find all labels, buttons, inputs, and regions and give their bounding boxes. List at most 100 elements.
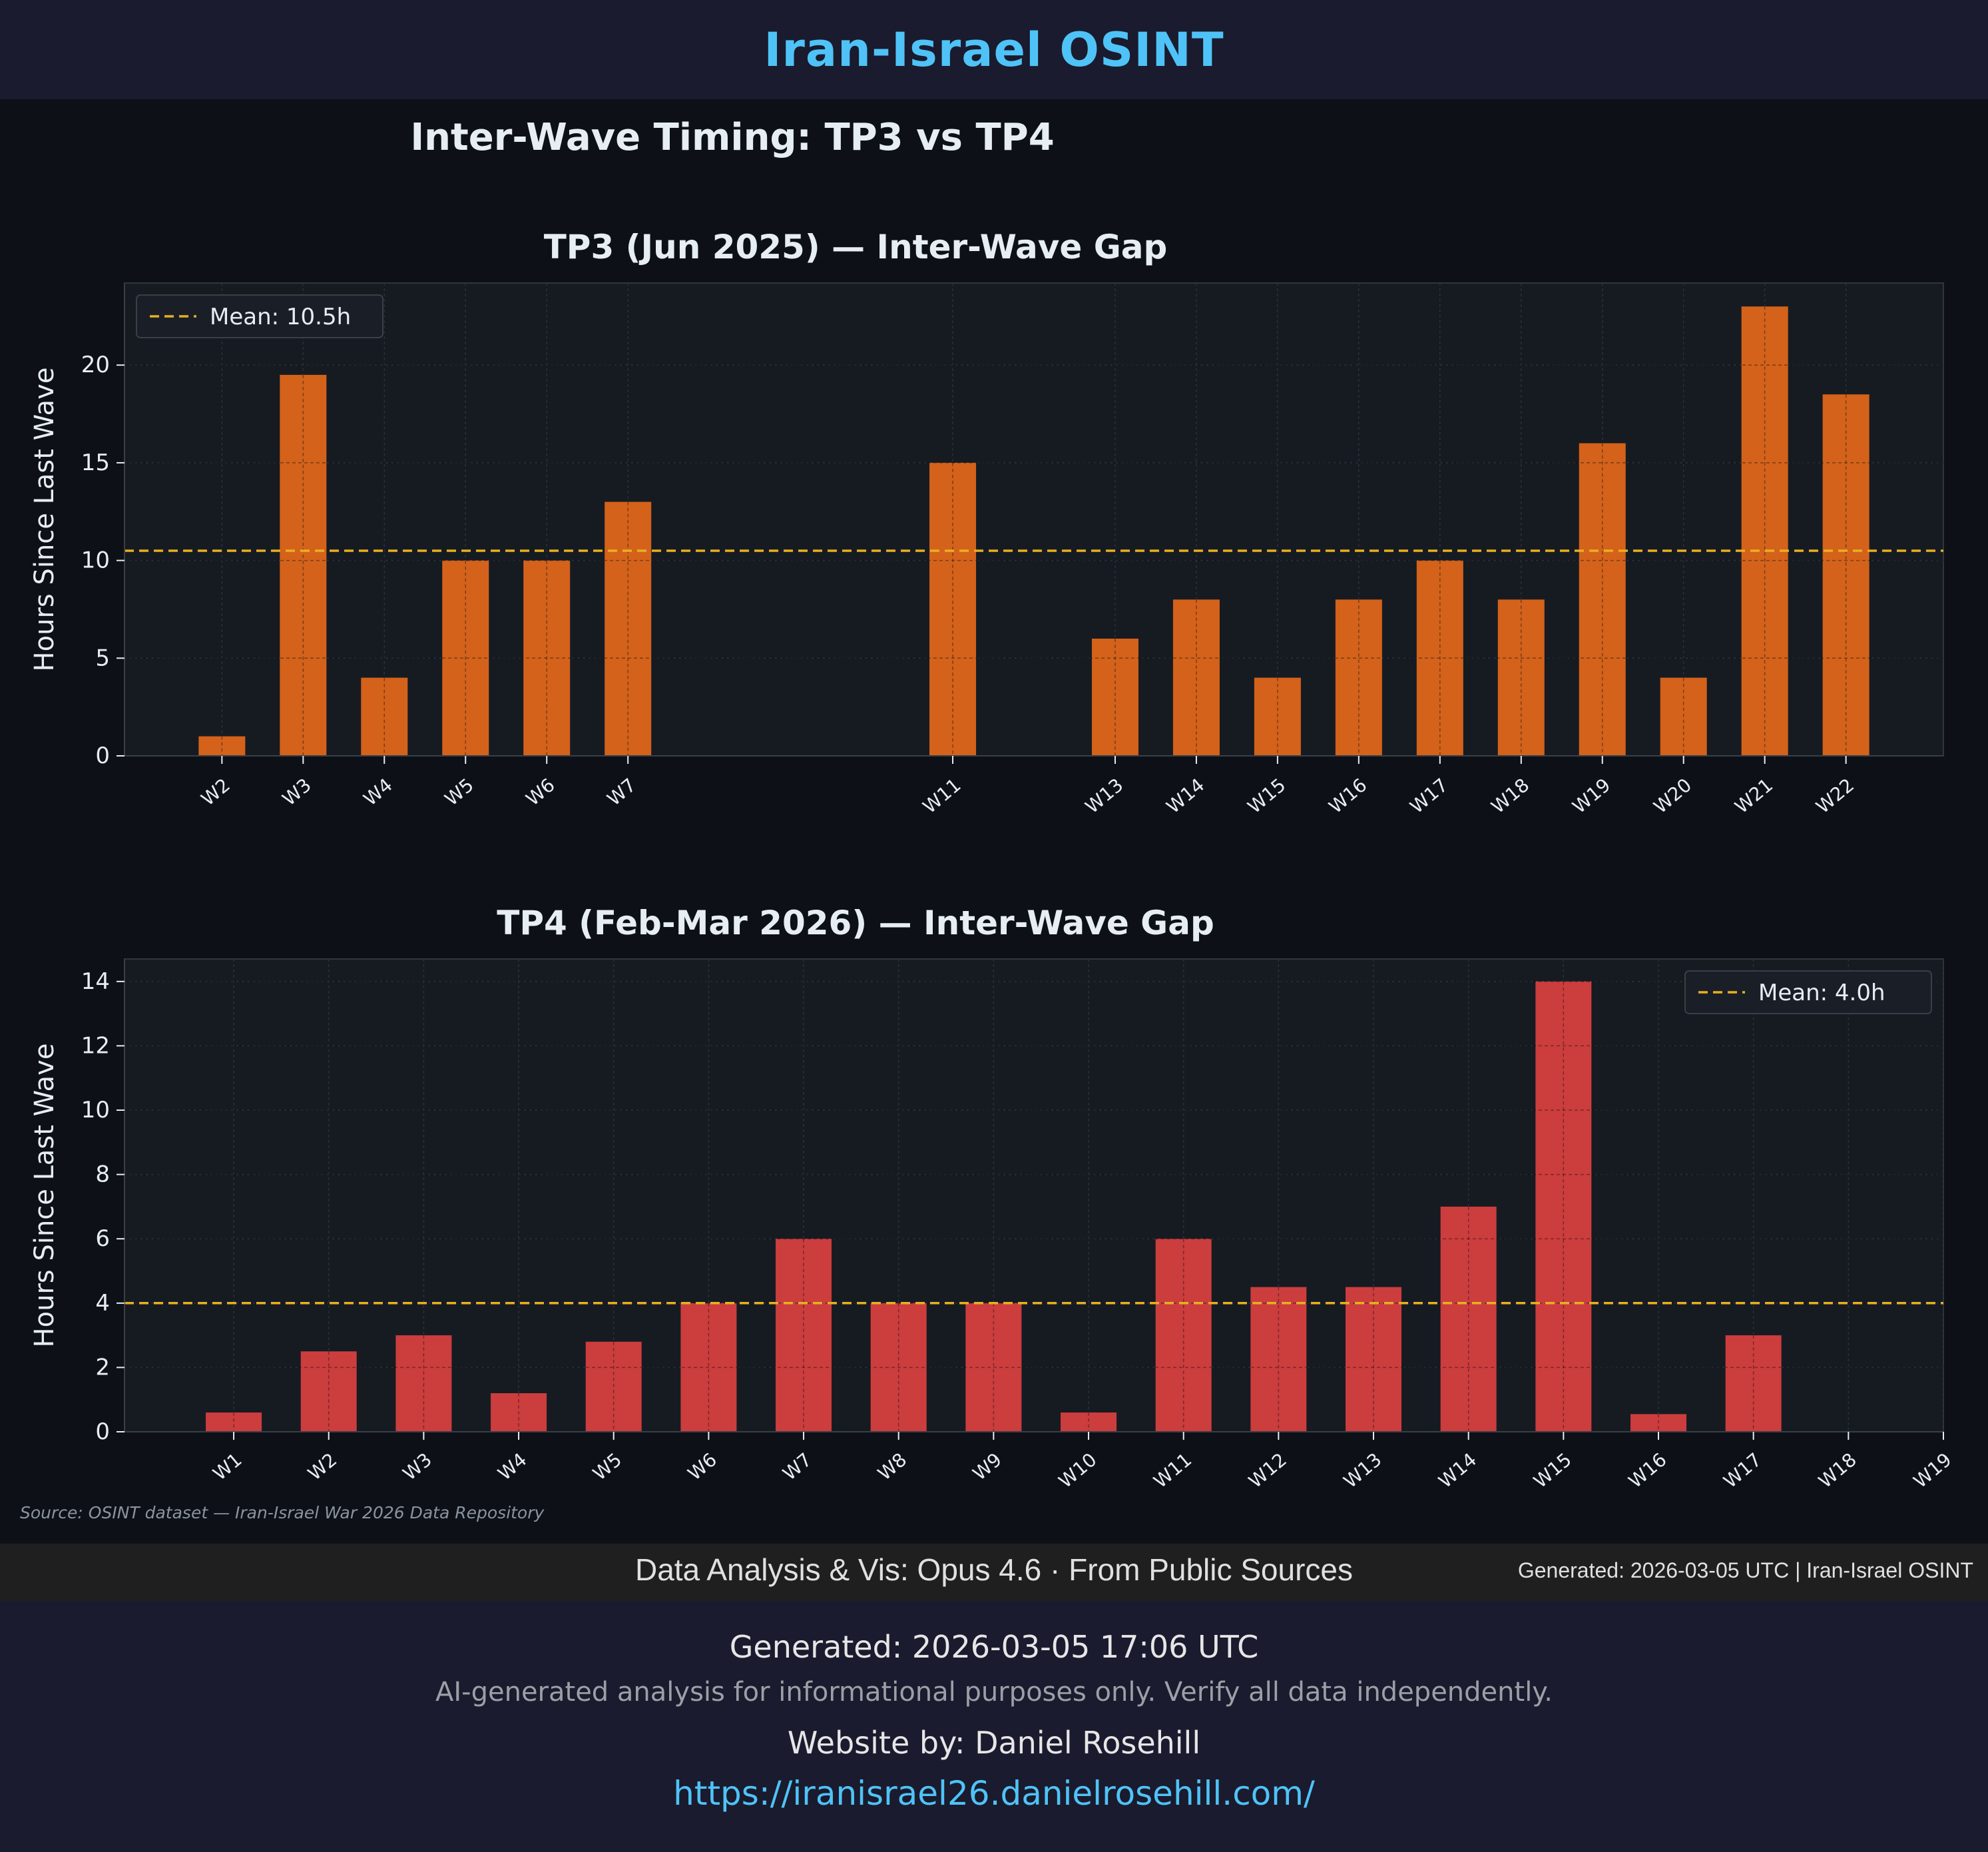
bar-w4	[361, 677, 408, 756]
bar-w7	[776, 1239, 832, 1432]
x-tick-label: W11	[919, 774, 965, 818]
bar-w11	[1155, 1239, 1212, 1432]
bar-w22	[1822, 394, 1869, 756]
y-tick-label: 6	[95, 1225, 110, 1252]
bar-w4	[491, 1393, 547, 1432]
legend: Mean: 10.5h	[136, 294, 383, 338]
x-tick-label: W9	[969, 1448, 1006, 1485]
bar-w8	[870, 1303, 927, 1432]
y-axis-label: Hours Since Last Wave	[29, 368, 60, 672]
x-tick-label: W7	[778, 1448, 816, 1485]
bar-w13	[1091, 638, 1138, 756]
y-tick-label: 12	[81, 1032, 110, 1059]
x-tick-label: W2	[197, 774, 234, 810]
bar-w6	[523, 560, 571, 756]
x-tick-label: W4	[360, 774, 397, 810]
chart-title: TP3 (Jun 2025) — Inter-Wave Gap	[544, 228, 1168, 266]
x-tick-label: W16	[1624, 1448, 1671, 1492]
y-tick-label: 10	[81, 1097, 110, 1123]
x-tick-label: W19	[1909, 1448, 1956, 1492]
legend: Mean: 4.0h	[1684, 970, 1932, 1014]
bar-w3	[280, 374, 327, 756]
legend-box	[1684, 970, 1932, 1014]
bar-w5	[585, 1341, 642, 1432]
plot-area	[124, 282, 1944, 757]
x-tick-label: W17	[1406, 774, 1453, 818]
bar-w6	[680, 1303, 737, 1432]
x-tick-label: W10	[1055, 1448, 1101, 1492]
chart-tp4: 0 2 4 6 8 10 12 14 W1 W2 W3 W4 W5 W6 W7 W8 W9 W10 W11 W12 W1…	[29, 904, 1955, 1492]
bar-w2	[300, 1351, 357, 1432]
bar-w5	[442, 560, 489, 756]
legend-label: Mean: 4.0h	[1758, 980, 1885, 1006]
site-header: Iran-Israel OSINT	[0, 0, 1988, 99]
x-tick-label: W16	[1325, 774, 1371, 818]
bar-w21	[1741, 306, 1788, 756]
y-tick-label: 0	[95, 1418, 110, 1445]
bar-w18	[1497, 599, 1545, 756]
y-tick-label: 8	[95, 1161, 110, 1188]
x-tick-label: W3	[278, 774, 316, 810]
bar-w9	[965, 1303, 1022, 1432]
bar-w19	[1579, 443, 1626, 756]
x-tick-label: W20	[1649, 774, 1696, 818]
site-title: Iran-Israel OSINT	[764, 22, 1224, 77]
site-footer: Generated: 2026-03-05 17:06 UTC AI-gener…	[0, 1601, 1988, 1852]
bar-w10	[1061, 1412, 1117, 1432]
bar-w14	[1440, 1206, 1497, 1432]
y-tick-label: 5	[95, 645, 110, 671]
figure-title: Inter-Wave Timing: TP3 vs TP4	[410, 116, 1054, 159]
x-tick-label: W19	[1569, 774, 1615, 818]
footer-disclaimer: AI-generated analysis for informational …	[435, 1677, 1553, 1707]
y-tick-label: 10	[81, 547, 110, 574]
bar-w17	[1725, 1335, 1782, 1432]
chart-tp3: 0 5 10 15 20 W2 W3 W4 W5 W6 W7 W11 W13 W14 W15 W16 W17 W1…	[29, 228, 1944, 818]
figure-canvas: Inter-Wave Timing: TP3 vs TP4 0 5 10 15 20 W2…	[20, 116, 1955, 1522]
y-tick-label: 15	[81, 450, 110, 476]
x-tick-label: W21	[1730, 774, 1777, 818]
footer-generated: Generated: 2026-03-05 17:06 UTC	[729, 1629, 1259, 1665]
legend-box	[136, 294, 383, 338]
x-tick-label: W1	[208, 1448, 246, 1485]
x-tick-label: W6	[684, 1448, 721, 1485]
y-axis-label: Hours Since Last Wave	[29, 1044, 60, 1348]
attribution-banner: Data Analysis & Vis: Opus 4.6 · From Pub…	[0, 1544, 1988, 1601]
x-tick-label: W22	[1812, 774, 1858, 818]
x-tick-label: W15	[1244, 774, 1290, 818]
y-tick-label: 2	[95, 1354, 110, 1381]
bar-w13	[1346, 1287, 1402, 1432]
bar-w12	[1250, 1287, 1307, 1432]
x-tick-label: W5	[589, 1448, 626, 1485]
x-tick-label: W7	[603, 774, 640, 810]
legend-label: Mean: 10.5h	[210, 304, 351, 330]
x-tick-label: W2	[304, 1448, 341, 1485]
bar-w20	[1660, 677, 1707, 756]
x-tick-label: W6	[522, 774, 559, 810]
banner-generated: Generated: 2026-03-05 UTC | Iran-Israel …	[1517, 1558, 1973, 1582]
x-tick-label: W3	[399, 1448, 436, 1485]
bar-w14	[1172, 599, 1220, 756]
y-tick-label: 14	[81, 968, 110, 995]
bar-w2	[198, 736, 246, 756]
footer-website-link[interactable]: https://iranisrael26.danielrosehill.com/	[673, 1774, 1315, 1813]
x-tick-label: W5	[441, 774, 478, 810]
x-tick-label: W18	[1487, 774, 1534, 818]
x-tick-label: W14	[1434, 1448, 1481, 1492]
x-tick-label: W15	[1529, 1448, 1576, 1492]
banner-credit: Data Analysis & Vis: Opus 4.6 · From Pub…	[634, 1552, 1354, 1587]
bar-w3	[395, 1335, 452, 1432]
x-tick-label: W13	[1081, 774, 1128, 818]
footer-author: Website by: Daniel Rosehill	[787, 1725, 1201, 1761]
x-tick-label: W13	[1340, 1448, 1386, 1492]
bar-w17	[1416, 560, 1463, 756]
y-tick-label: 20	[81, 352, 110, 378]
bar-w16	[1335, 599, 1382, 756]
x-tick-label: W8	[873, 1448, 911, 1485]
bar-w15	[1535, 981, 1592, 1432]
bar-w7	[605, 501, 652, 756]
bar-w11	[929, 462, 977, 756]
y-tick-label: 4	[95, 1290, 110, 1317]
bar-w1	[206, 1412, 262, 1432]
x-tick-label: W11	[1149, 1448, 1196, 1492]
source-note: Source: OSINT dataset — Iran-Israel War …	[20, 1503, 545, 1522]
